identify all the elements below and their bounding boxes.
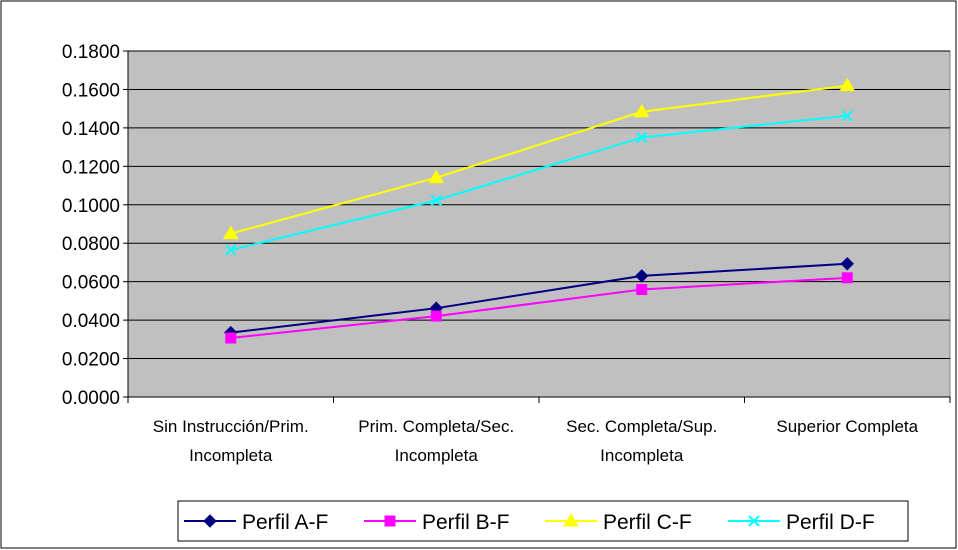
data-point — [636, 131, 648, 144]
plot-area — [127, 50, 951, 398]
data-point — [840, 257, 854, 271]
data-point — [430, 194, 442, 207]
legend-marker — [384, 515, 396, 527]
x-category-label: Sec. Completa/Sup. Incompleta — [566, 417, 717, 465]
series-layer — [222, 77, 856, 344]
x-category-label-line: Prim. Completa/Sec. — [358, 417, 514, 436]
x-category-label-line: Incompleta — [395, 446, 479, 465]
x-category-label: Prim. Completa/Sec. Incompleta — [358, 417, 514, 465]
x-category-label-line: Incompleta — [600, 446, 684, 465]
y-tick-label: 0.1600 — [62, 80, 120, 101]
legend-marker — [563, 513, 579, 527]
x-category-label: Superior Completa — [776, 417, 918, 436]
y-tick-label: 0.1800 — [62, 42, 120, 63]
series-line — [230, 114, 848, 251]
x-category-label-line: Incompleta — [189, 446, 273, 465]
data-point — [430, 310, 442, 322]
data-point — [839, 77, 856, 92]
legend-marker — [748, 515, 760, 527]
y-tick-label: 0.1000 — [62, 196, 120, 217]
legend-label: Perfil B-F — [422, 511, 510, 534]
data-point — [428, 169, 445, 184]
legend-label: Perfil A-F — [242, 511, 328, 534]
y-tick-label: 0.1400 — [62, 119, 120, 140]
legend: Perfil A-F Perfil B-F Perfil C-F Perfil D-F — [177, 500, 909, 542]
y-tick-label: 0.0800 — [62, 234, 120, 255]
x-category-label-line: Sin Instrucción/Prim. — [153, 417, 309, 436]
legend-item: Perfil A-F — [184, 511, 328, 534]
legend-item: Perfil B-F — [364, 511, 510, 534]
y-tick-label: 0.0000 — [62, 388, 120, 409]
y-axis: 0.0000 0.0200 0.0400 0.0600 0.0800 0.1000 0.12… — [62, 42, 129, 409]
data-point — [225, 244, 237, 256]
x-category-label: Sin Instrucción/Prim. Incompleta — [153, 417, 309, 465]
y-tick-label: 0.1200 — [62, 157, 120, 178]
series-perfil-c-f — [222, 77, 856, 240]
y-tick-label: 0.0400 — [62, 311, 120, 332]
data-point — [841, 272, 853, 284]
series-perfil-d-f — [225, 110, 853, 256]
x-category-label-line: Superior Completa — [776, 417, 918, 436]
legend-item: Perfil C-F — [545, 511, 692, 534]
series-line — [230, 276, 848, 339]
data-point — [225, 332, 237, 344]
data-point — [635, 269, 649, 283]
series-line — [230, 262, 848, 334]
y-tick-label: 0.0200 — [62, 350, 120, 371]
data-point — [636, 284, 648, 296]
legend-label: Perfil D-F — [786, 511, 875, 534]
y-tick-label: 0.0600 — [62, 273, 120, 294]
legend-label: Perfil C-F — [603, 511, 692, 534]
x-category-label-line: Sec. Completa/Sup. — [566, 417, 717, 436]
legend-marker — [203, 514, 217, 528]
legend-box — [177, 500, 909, 542]
data-point — [222, 225, 239, 240]
series-line — [230, 84, 848, 235]
data-point — [841, 110, 853, 122]
legend-item: Perfil D-F — [728, 511, 875, 534]
series-perfil-b-f — [225, 272, 853, 344]
data-point — [633, 103, 650, 118]
